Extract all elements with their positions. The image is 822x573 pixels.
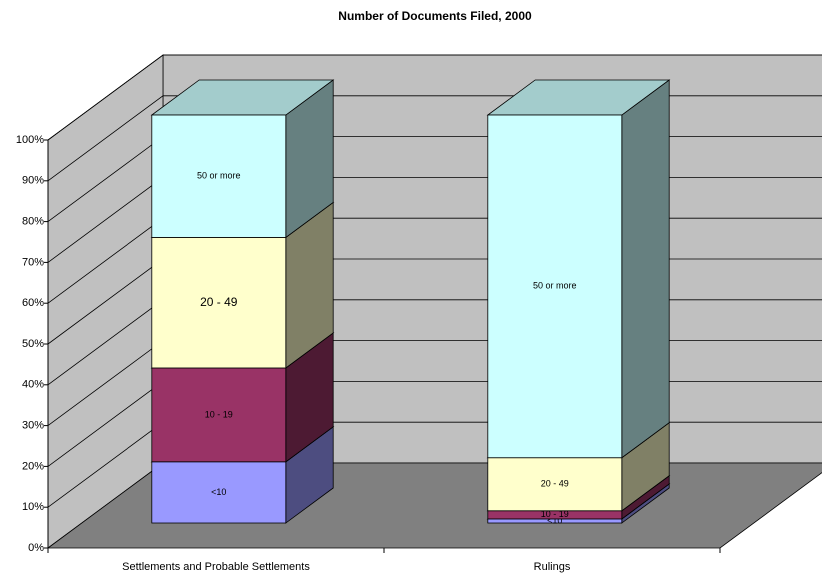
y-tick-label: 90% [22, 175, 44, 187]
y-tick-label: 60% [22, 297, 44, 309]
data-label: 20 - 49 [200, 295, 238, 309]
x-tick-label: Settlements and Probable Settlements [122, 561, 310, 573]
chart-title: Number of Documents Filed, 2000 [338, 9, 532, 23]
y-tick-label: 30% [22, 420, 44, 432]
x-tick-label: Rulings [534, 561, 571, 573]
data-label: 10 - 19 [541, 509, 569, 519]
bar-segment [150, 79, 335, 239]
y-tick-label: 0% [28, 542, 44, 554]
y-tick-label: 50% [22, 338, 44, 350]
data-label: 20 - 49 [541, 479, 569, 489]
bar-segment [486, 79, 671, 459]
bar-front [151, 114, 287, 238]
y-tick-label: 40% [22, 379, 44, 391]
y-tick-label: 10% [22, 501, 44, 513]
y-tick-label: 80% [22, 216, 44, 228]
data-label: <10 [547, 515, 562, 525]
grid-line [47, 54, 822, 141]
data-label: 10 - 19 [205, 409, 233, 419]
data-label: <10 [211, 487, 226, 497]
data-label: 50 or more [533, 281, 577, 291]
bar-front [487, 114, 623, 459]
y-tick-label: 100% [16, 134, 44, 146]
data-label: 50 or more [197, 171, 241, 181]
bar-front [151, 461, 287, 524]
bar-front [487, 457, 623, 512]
y-tick-label: 70% [22, 256, 44, 268]
y-tick-label: 20% [22, 460, 44, 472]
bar-side [621, 79, 670, 459]
